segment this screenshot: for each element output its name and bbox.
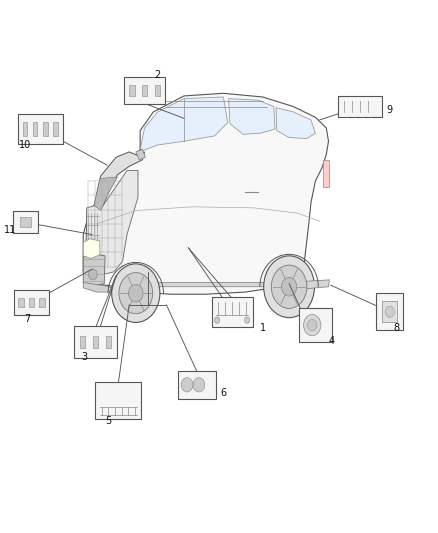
Polygon shape [304, 280, 329, 289]
FancyBboxPatch shape [124, 77, 165, 104]
Circle shape [385, 306, 394, 317]
FancyBboxPatch shape [178, 371, 216, 399]
FancyBboxPatch shape [18, 114, 63, 144]
Circle shape [244, 317, 250, 324]
Circle shape [193, 378, 205, 392]
Text: 8: 8 [394, 323, 400, 333]
Polygon shape [94, 177, 117, 211]
Circle shape [271, 265, 307, 309]
Circle shape [282, 278, 297, 296]
Bar [155, 85, 160, 96]
Bar [23, 122, 27, 136]
Circle shape [88, 269, 97, 280]
Text: 7: 7 [24, 314, 30, 324]
Circle shape [264, 256, 314, 318]
Polygon shape [83, 282, 114, 292]
Circle shape [129, 285, 143, 302]
Circle shape [119, 273, 152, 313]
Bar [106, 336, 111, 348]
FancyBboxPatch shape [95, 383, 141, 419]
Text: 4: 4 [329, 336, 335, 346]
FancyBboxPatch shape [376, 293, 403, 330]
Text: 2: 2 [155, 70, 161, 79]
Polygon shape [83, 255, 105, 286]
FancyBboxPatch shape [13, 211, 38, 233]
Polygon shape [83, 93, 328, 294]
Bar [20, 217, 31, 227]
Bar [18, 298, 24, 307]
Polygon shape [83, 239, 100, 259]
FancyBboxPatch shape [299, 308, 332, 342]
Polygon shape [140, 97, 228, 150]
Polygon shape [229, 99, 275, 134]
Text: 11: 11 [4, 225, 16, 235]
Polygon shape [323, 160, 328, 187]
Polygon shape [276, 108, 315, 139]
Polygon shape [94, 152, 145, 211]
Circle shape [304, 314, 321, 336]
Text: 9: 9 [386, 106, 392, 115]
Circle shape [307, 319, 317, 331]
Text: 1: 1 [260, 323, 266, 333]
Bar [39, 298, 45, 307]
Bar [53, 122, 58, 136]
Polygon shape [134, 282, 287, 287]
Bar [43, 122, 48, 136]
Bar [142, 85, 147, 96]
FancyBboxPatch shape [74, 326, 117, 358]
Bar [93, 336, 98, 348]
Bar [29, 298, 34, 307]
Polygon shape [86, 205, 101, 256]
Circle shape [112, 264, 160, 322]
FancyBboxPatch shape [14, 290, 49, 315]
Text: 10: 10 [19, 140, 32, 150]
Text: 3: 3 [81, 352, 87, 362]
Bar [129, 85, 134, 96]
Text: 6: 6 [220, 389, 226, 398]
Circle shape [181, 378, 193, 392]
Polygon shape [86, 171, 138, 276]
Bar [33, 122, 37, 136]
Bar [382, 302, 397, 322]
Text: 5: 5 [106, 416, 112, 426]
Bar [80, 336, 85, 348]
Polygon shape [136, 149, 145, 160]
FancyBboxPatch shape [338, 96, 381, 117]
FancyBboxPatch shape [212, 297, 253, 327]
Circle shape [215, 317, 220, 324]
